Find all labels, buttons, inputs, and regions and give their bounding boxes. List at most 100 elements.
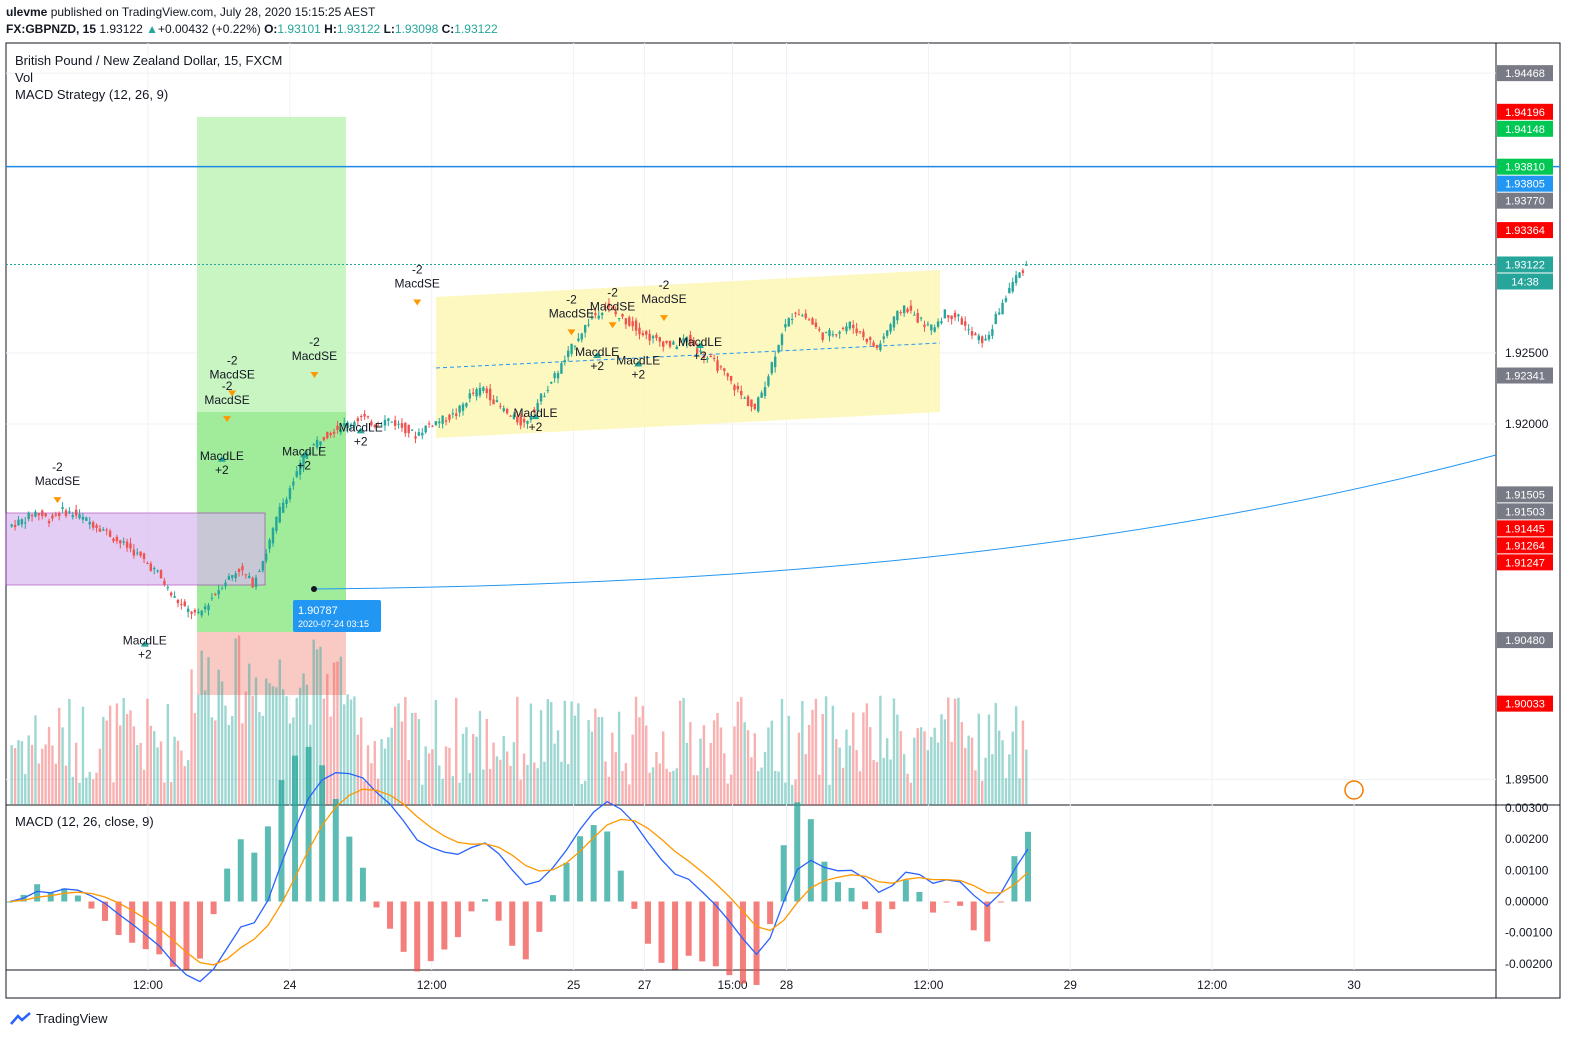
volume-bar [136,745,139,805]
price-label-box [1497,367,1553,384]
marker-label: -2 [227,354,238,368]
volume-bar [183,766,186,805]
volume-bar [451,776,455,805]
candle [51,515,54,519]
candle [977,335,980,341]
candle [383,419,387,426]
candle [356,418,360,422]
candle [872,342,875,347]
volume-bar [729,774,733,805]
symbol-label: FX:GBPNZD, 15 [6,22,97,36]
volume-bar [936,742,940,805]
volume-bar [556,730,560,805]
candle [726,373,729,377]
macd-hist-bar [875,901,882,933]
macd-hist-bar [984,901,991,942]
volume-bar [142,769,146,805]
candle [397,423,400,425]
candle [631,321,634,327]
volume-bar [488,769,492,805]
candle [801,315,804,317]
volume-bar [689,722,692,805]
volume-bar [360,717,363,805]
volume-bar [668,771,672,805]
price-label-text: 1.92341 [1505,371,1545,383]
volume-bar [672,770,675,805]
candle [1018,272,1021,278]
price-label-box [1497,120,1553,137]
price-label-box [1497,222,1553,239]
candle [841,327,845,329]
volume-bar [634,696,638,805]
volume-bar [709,742,712,805]
candle [519,416,522,426]
volume-bar [404,697,407,805]
volume-bar [461,733,465,805]
macd-hist-bar [129,901,136,943]
candle [634,320,638,331]
volume-bar [207,657,210,805]
buy-arrow-icon [634,360,643,367]
macd-hist-bar [332,798,339,902]
price-label-text: 1.94148 [1505,124,1545,136]
volume-bar [387,737,390,805]
candle [743,397,746,399]
marker-text: +2 [354,434,368,448]
candle [458,405,461,413]
marker-text: +2 [590,359,604,373]
marker-label: -2 [566,292,577,306]
candle [909,305,913,311]
publisher-name[interactable]: ulevme [6,5,48,19]
candle [529,415,533,420]
candle [699,350,702,352]
volume-bar [607,776,611,805]
volume-bar [505,751,509,805]
candle [573,345,577,347]
candle [366,416,370,418]
candle [24,522,27,524]
candle [431,425,434,427]
price-label-box [1497,256,1553,273]
volume-bar [380,739,383,805]
candle [193,609,197,613]
candle [190,611,193,614]
macd-hist-bar [427,901,434,962]
sell-arrow-icon [413,299,422,306]
marker-text: +2 [215,463,229,477]
volume-bar [414,712,417,805]
marker-label: -2 [52,460,63,474]
candle [142,553,146,560]
volume-bar [706,767,709,805]
volume-bar [712,720,716,805]
volume-bar [366,745,370,805]
volume-bar [410,713,414,805]
macd-hist-bar [346,836,353,902]
volume-bar [835,739,838,805]
tradingview-footer[interactable]: TradingView [10,1011,108,1026]
volume-bar [858,771,862,805]
macd-hist-bar [997,901,1004,903]
time-tick-label: 12:00 [1197,978,1227,992]
volume-bar [780,698,784,805]
marker-text: +2 [138,648,152,662]
candle [668,340,672,347]
candle [261,561,265,571]
volume-bar [119,725,122,805]
candle [455,413,458,416]
candle [611,306,614,310]
candle [1008,287,1011,294]
volume-bar [631,734,634,805]
candle [957,314,960,317]
candle [617,318,621,320]
marker-label: MacdLE [575,345,619,359]
candle [322,436,326,441]
volume-bar [906,773,909,805]
volume-bar [326,674,329,805]
volume-bar [441,778,444,805]
candle [577,338,580,341]
candle [41,510,44,516]
volume-bar [899,731,902,805]
macd-hist-bar [780,845,787,902]
candle [417,432,421,436]
candle [831,334,835,336]
